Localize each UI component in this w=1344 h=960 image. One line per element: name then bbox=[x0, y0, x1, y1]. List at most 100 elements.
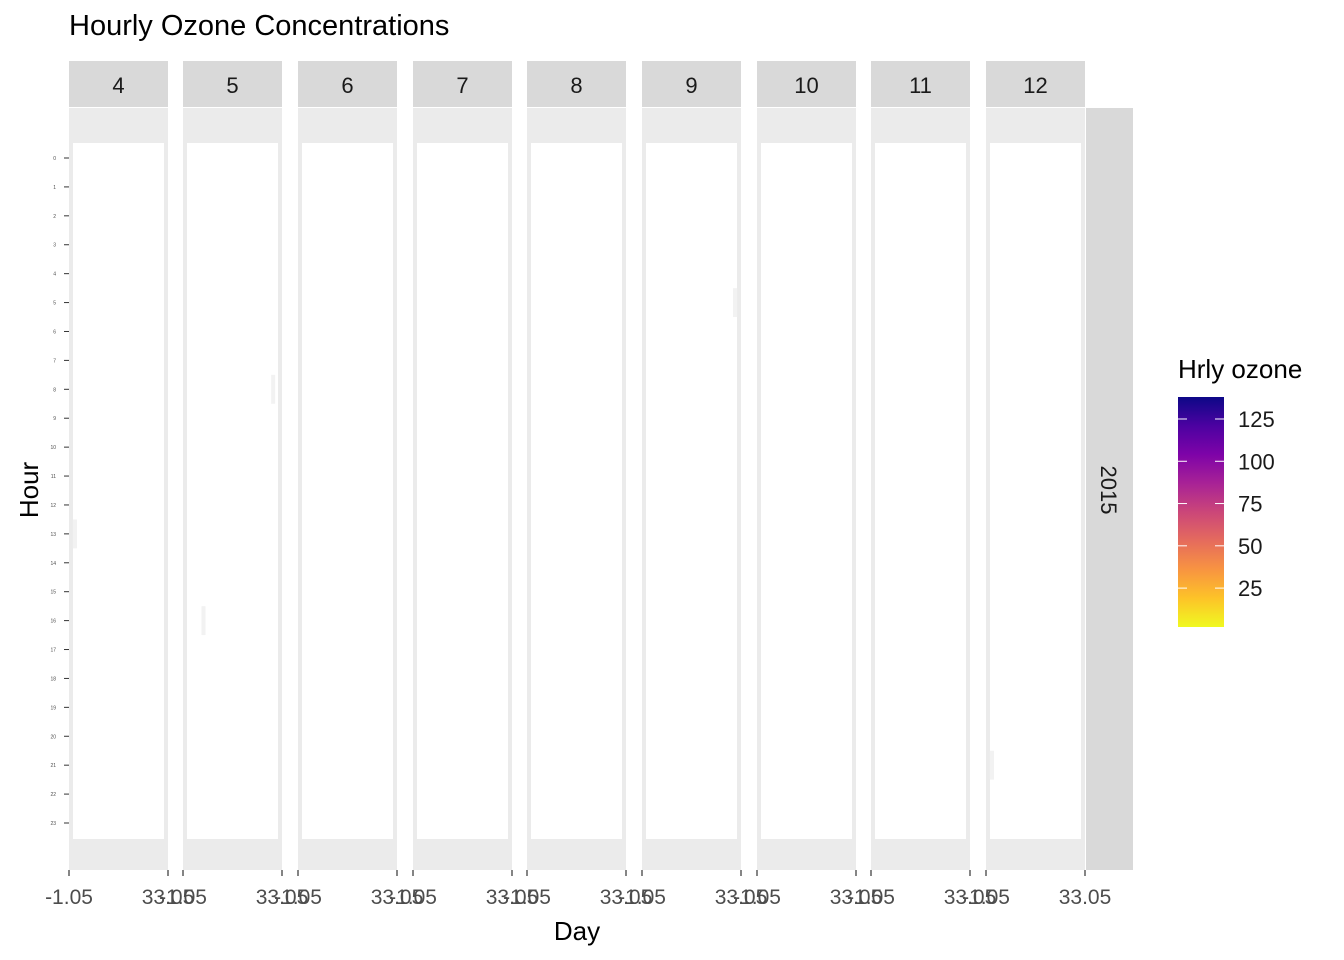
facet-strip bbox=[413, 61, 512, 107]
facet-panels: 4 5 6 7 8 9 10 11 12 bbox=[69, 61, 1085, 870]
facet-row-strip: 2015 bbox=[1086, 108, 1133, 870]
y-tick-label: 20 bbox=[50, 734, 56, 740]
x-tick-label: -1.05 bbox=[733, 886, 781, 909]
x-tick-label: 33.05 bbox=[944, 886, 997, 909]
facet-strip-label: 7 bbox=[456, 73, 468, 98]
facet-strip bbox=[298, 61, 397, 107]
facet-strip-label: 4 bbox=[112, 73, 124, 98]
legend-title: Hrly ozone bbox=[1178, 354, 1303, 384]
legend-colorbar bbox=[1178, 397, 1224, 627]
row-strip-label: 2015 bbox=[1096, 466, 1121, 515]
facet-strip-label: 12 bbox=[1023, 73, 1047, 98]
x-tick-label: 33.05 bbox=[1059, 886, 1112, 909]
y-tick-label: 21 bbox=[50, 763, 56, 769]
x-tick-label: -1.05 bbox=[159, 886, 207, 909]
y-tick-label: 14 bbox=[50, 561, 56, 567]
facet-strip bbox=[986, 61, 1085, 107]
facet-panel-6: 6 bbox=[298, 61, 397, 870]
y-tick-label: 15 bbox=[50, 590, 56, 596]
facet-panel-9: 9 bbox=[642, 61, 741, 870]
facet-strip-label: 11 bbox=[909, 73, 932, 98]
legend-break-label: 50 bbox=[1238, 534, 1262, 559]
tile-area bbox=[875, 143, 966, 839]
y-tick-label: 4 bbox=[53, 272, 56, 278]
x-axis: -1.05 33.05-1.05 33.05-1.05 33.05-1.05 33.05… bbox=[45, 870, 1111, 909]
color-legend: 25 50 75 100 125 bbox=[1178, 397, 1275, 627]
facet-panel-12: 12 bbox=[986, 61, 1085, 870]
facet-strip bbox=[757, 61, 856, 107]
y-tick-label: 13 bbox=[50, 532, 56, 538]
facet-strip-label: 5 bbox=[226, 73, 238, 98]
legend-break-label: 25 bbox=[1238, 576, 1262, 601]
tile-area bbox=[417, 143, 508, 839]
y-tick-label: 8 bbox=[53, 387, 56, 393]
facet-strip bbox=[642, 61, 741, 107]
y-tick-label: 2 bbox=[53, 214, 56, 220]
tile-area bbox=[302, 143, 393, 839]
x-tick-label: 33.05 bbox=[715, 886, 768, 909]
y-tick-label: 22 bbox=[50, 792, 56, 798]
x-tick-label: -1.05 bbox=[503, 886, 551, 909]
y-axis-label: Hour bbox=[14, 461, 44, 518]
legend-break-label: 125 bbox=[1238, 407, 1275, 432]
y-tick-label: 0 bbox=[53, 156, 56, 162]
x-tick-label: 33.05 bbox=[486, 886, 539, 909]
legend-break-label: 75 bbox=[1238, 492, 1262, 517]
facet-panel-5: 5 bbox=[183, 61, 282, 870]
y-tick-label: 12 bbox=[50, 503, 56, 509]
heat-tile bbox=[72, 519, 77, 549]
tile-area bbox=[531, 143, 622, 839]
x-tick-label: -1.05 bbox=[618, 886, 666, 909]
y-tick-label: 3 bbox=[53, 243, 56, 249]
tile-area bbox=[73, 143, 164, 839]
heat-tile bbox=[201, 606, 206, 636]
facet-strip-label: 6 bbox=[341, 73, 353, 98]
y-tick-label: 6 bbox=[53, 329, 56, 335]
facet-strip bbox=[871, 61, 970, 107]
y-tick-label: 19 bbox=[50, 705, 56, 711]
y-tick-label: 11 bbox=[51, 474, 56, 480]
heat-tile bbox=[271, 374, 276, 404]
x-tick-label: -1.05 bbox=[389, 886, 437, 909]
tile-area bbox=[646, 143, 737, 839]
y-tick-label: 5 bbox=[53, 301, 56, 307]
x-tick-label: 33.05 bbox=[371, 886, 424, 909]
tile-area bbox=[990, 143, 1081, 839]
tile-area bbox=[187, 143, 278, 839]
heat-tile bbox=[733, 288, 738, 318]
y-tick-label: 18 bbox=[50, 676, 56, 682]
x-tick-label: 33.05 bbox=[600, 886, 653, 909]
facet-strip-label: 8 bbox=[570, 73, 582, 98]
y-tick-label: 7 bbox=[53, 358, 56, 364]
y-tick-label: 9 bbox=[53, 416, 56, 422]
x-tick-label: 33.05 bbox=[256, 886, 309, 909]
tile-area bbox=[761, 143, 852, 839]
facet-strip-label: 10 bbox=[794, 73, 818, 98]
facet-panel-10: 10 bbox=[757, 61, 856, 870]
heat-tile bbox=[989, 750, 994, 780]
x-axis-label: Day bbox=[554, 916, 600, 946]
y-tick-label: 23 bbox=[50, 821, 56, 827]
facet-panel-11: 11 bbox=[871, 61, 970, 870]
facet-panel-4: 4 bbox=[69, 61, 168, 870]
facet-strip bbox=[69, 61, 168, 107]
x-tick-label: -1.05 bbox=[45, 886, 93, 909]
facet-panel-7: 7 bbox=[413, 61, 512, 870]
y-tick-label: 16 bbox=[50, 619, 56, 625]
y-tick-label: 1 bbox=[53, 185, 56, 191]
y-tick-label: 17 bbox=[50, 648, 56, 654]
facet-panel-8: 8 bbox=[527, 61, 626, 870]
x-tick-label: -1.05 bbox=[847, 886, 895, 909]
chart-title: Hourly Ozone Concentrations bbox=[69, 10, 450, 42]
x-tick-label: -1.05 bbox=[962, 886, 1010, 909]
y-tick-label: 10 bbox=[50, 445, 56, 451]
facet-strip-label: 9 bbox=[685, 73, 697, 98]
x-tick-label: 33.05 bbox=[142, 886, 195, 909]
facet-strip bbox=[527, 61, 626, 107]
legend-break-label: 100 bbox=[1238, 449, 1275, 474]
x-tick-label: -1.05 bbox=[274, 886, 322, 909]
facet-strip bbox=[183, 61, 282, 107]
x-tick-label: 33.05 bbox=[830, 886, 883, 909]
